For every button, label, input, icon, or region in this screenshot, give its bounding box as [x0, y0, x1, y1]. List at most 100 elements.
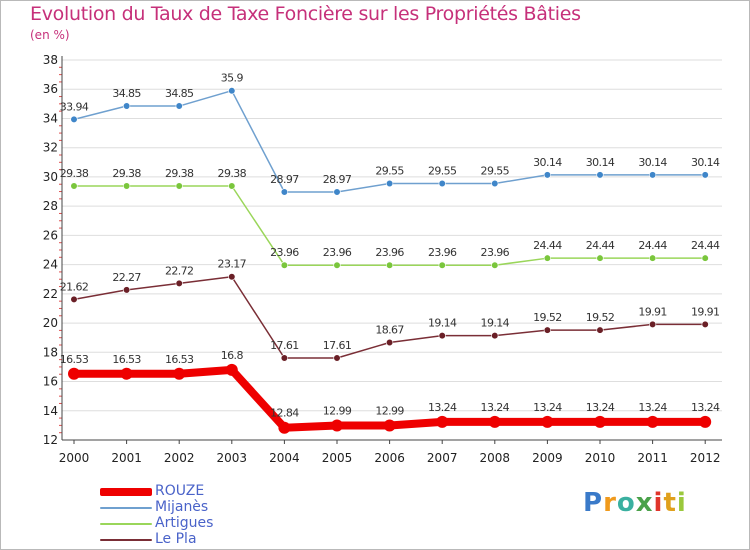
x-tick-label-2009: 2009 [532, 451, 563, 465]
data-label-artigues-2006: 23.96 [375, 246, 404, 259]
data-label-mijan-s-2002: 34.85 [165, 87, 194, 100]
data-label-artigues-2008: 23.96 [481, 246, 510, 259]
point-rouze-2001 [120, 367, 133, 380]
y-tick-label-14: 14 [43, 404, 58, 418]
legend-label-artigues: Artigues [155, 515, 214, 531]
point-le-pla-2010 [596, 326, 604, 334]
point-artigues-2004 [280, 261, 289, 269]
data-label-le-pla-2003: 23.17 [218, 258, 247, 271]
data-label-le-pla-2005: 17.61 [323, 339, 352, 352]
point-mijan-s-2007 [438, 179, 446, 188]
data-label-le-pla-2004: 17.61 [270, 339, 299, 352]
x-tick-label-2008: 2008 [480, 451, 511, 465]
x-tick-label-2005: 2005 [322, 451, 353, 465]
x-tick-label-2001: 2001 [111, 451, 142, 465]
data-label-mijan-s-2005: 28.97 [323, 173, 352, 186]
point-rouze-2000 [68, 367, 80, 380]
data-label-artigues-2011: 24.44 [638, 239, 667, 252]
data-label-artigues-2009: 24.44 [533, 239, 562, 252]
y-tick-label-36: 36 [43, 82, 58, 96]
point-rouze-2008 [488, 415, 501, 428]
data-label-artigues-2002: 29.38 [165, 167, 194, 180]
data-label-le-pla-2011: 19.91 [638, 305, 667, 318]
logo-letter: t [663, 488, 677, 518]
x-tick-label-2006: 2006 [374, 451, 405, 465]
point-artigues-2000 [70, 182, 78, 190]
data-label-mijan-s-2006: 29.55 [375, 165, 404, 178]
data-label-mijan-s-2001: 34.85 [112, 87, 141, 100]
proxiti-logo: Proxiti [583, 488, 687, 518]
data-label-artigues-2010: 24.44 [586, 239, 615, 252]
y-tick-label-20: 20 [43, 316, 58, 330]
point-rouze-2003 [225, 363, 238, 376]
point-artigues-2001 [122, 182, 131, 190]
logo-letter: o [616, 488, 636, 518]
point-rouze-2010 [594, 415, 606, 428]
data-label-le-pla-2006: 18.67 [375, 324, 404, 337]
logo-letter: i [676, 488, 687, 518]
data-label-le-pla-2002: 22.72 [165, 264, 194, 277]
x-tick-label-2000: 2000 [59, 451, 90, 465]
y-tick-label-16: 16 [43, 375, 58, 389]
point-mijan-s-2011 [648, 171, 657, 179]
point-artigues-2007 [438, 261, 446, 269]
point-mijan-s-2008 [491, 179, 499, 188]
legend: ROUZE Mijanès Artigues Le Pla [100, 483, 360, 548]
y-tick-label-34: 34 [43, 111, 58, 125]
data-label-rouze-2008: 13.24 [481, 401, 510, 414]
data-label-rouze-2009: 13.24 [533, 401, 562, 414]
legend-item-rouze: ROUZE [100, 483, 360, 500]
point-mijan-s-2012 [701, 171, 709, 179]
y-tick-label-28: 28 [43, 199, 58, 213]
y-tick-label-26: 26 [43, 228, 58, 242]
point-mijan-s-2003 [228, 87, 236, 95]
legend-label-mijan-s: Mijanès [155, 499, 209, 515]
data-label-le-pla-2012: 19.91 [691, 305, 720, 318]
data-label-rouze-2000: 16.53 [60, 353, 89, 366]
data-label-mijan-s-2004: 28.97 [270, 173, 299, 186]
point-le-pla-2012 [701, 320, 709, 328]
data-label-artigues-2000: 29.38 [60, 167, 89, 180]
point-mijan-s-2006 [386, 179, 394, 188]
data-label-mijan-s-2010: 30.14 [586, 156, 615, 169]
point-mijan-s-2004 [280, 188, 289, 196]
x-tick-label-2003: 2003 [217, 451, 248, 465]
data-label-mijan-s-2003: 35.9 [221, 72, 244, 85]
point-rouze-2011 [646, 415, 659, 428]
point-rouze-2009 [541, 415, 554, 428]
point-rouze-2004 [278, 421, 291, 434]
point-le-pla-2004 [280, 354, 289, 362]
legend-swatch-mijan-s [100, 507, 152, 509]
point-le-pla-2009 [543, 326, 552, 334]
point-rouze-2005 [331, 419, 343, 432]
point-artigues-2002 [175, 182, 183, 190]
x-tick-label-2010: 2010 [585, 451, 616, 465]
point-artigues-2006 [386, 261, 394, 269]
data-label-rouze-2004: 12.84 [270, 407, 299, 420]
data-label-le-pla-2010: 19.52 [586, 311, 615, 324]
point-mijan-s-2009 [543, 171, 552, 179]
logo-letter: x [635, 488, 654, 518]
legend-item-artigues: Artigues [100, 515, 360, 532]
logo-letter: P [583, 488, 604, 518]
legend-label-le-pla: Le Pla [155, 531, 197, 547]
point-rouze-2007 [436, 415, 449, 428]
x-tick-label-2007: 2007 [427, 451, 458, 465]
y-tick-label-12: 12 [43, 433, 58, 447]
point-artigues-2010 [596, 254, 604, 262]
y-tick-label-30: 30 [43, 170, 58, 184]
chart-title: Evolution du Taux de Taxe Foncière sur l… [30, 3, 581, 25]
point-mijan-s-2002 [175, 102, 183, 110]
x-tick-label-2002: 2002 [164, 451, 195, 465]
logo-letter: r [603, 488, 617, 518]
point-artigues-2005 [333, 261, 341, 269]
logo-letter: i [653, 488, 664, 518]
data-label-rouze-2010: 13.24 [586, 401, 615, 414]
y-tick-label-22: 22 [43, 287, 58, 301]
data-label-mijan-s-2007: 29.55 [428, 165, 457, 178]
point-le-pla-2002 [175, 279, 183, 287]
point-le-pla-2011 [648, 320, 657, 328]
y-tick-label-32: 32 [43, 141, 58, 155]
